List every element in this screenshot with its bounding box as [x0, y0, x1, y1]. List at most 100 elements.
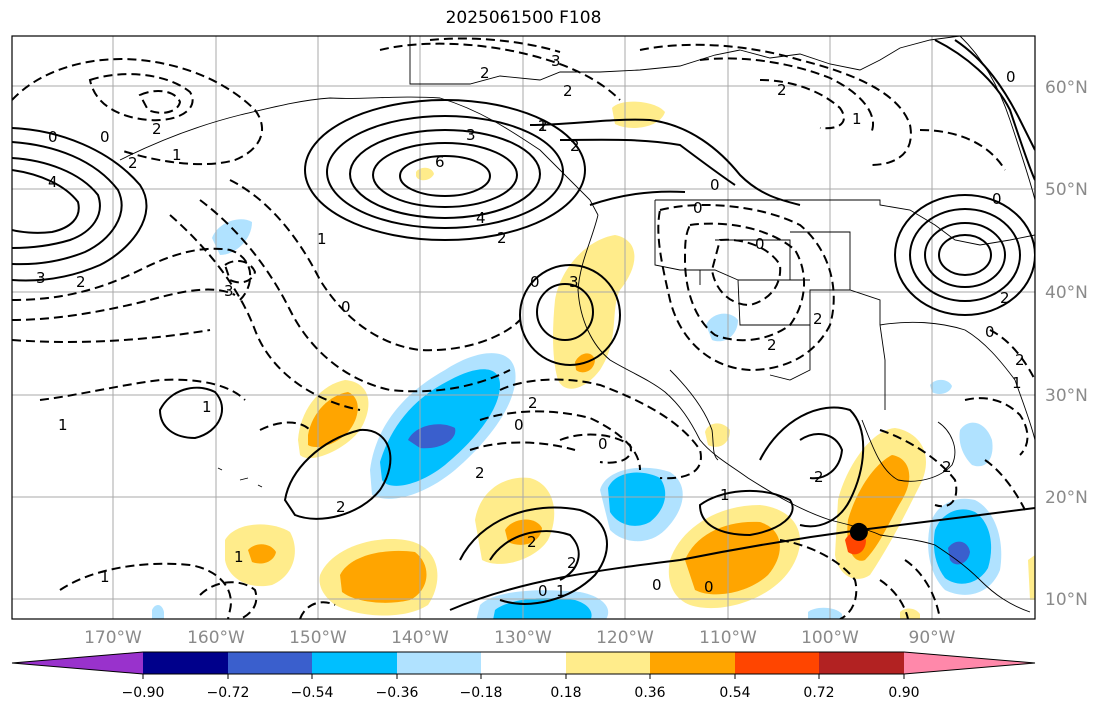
colorbar-tick-label: 0.18 — [550, 685, 581, 701]
colorbar-tick-label: −0.54 — [291, 685, 334, 701]
shaded-fields — [152, 101, 1035, 619]
contour-label: 0 — [693, 199, 703, 217]
lon-label: 120°W — [596, 628, 654, 648]
colorbar-left-extension — [12, 652, 143, 674]
lat-label: 40°N — [1045, 283, 1088, 303]
contour-label: 2 — [538, 117, 548, 135]
contour-label: 1 — [317, 230, 327, 248]
contour-label: 2 — [527, 533, 537, 551]
colorbar-segment — [566, 652, 650, 674]
colorbar-segment — [397, 652, 481, 674]
contour-label: 0 — [598, 435, 608, 453]
colorbar: −0.90 −0.72 −0.54 −0.36 −0.18 0.18 0.36 … — [11, 651, 1036, 701]
contour-label: 3 — [466, 126, 476, 144]
colorbar-right-extension — [904, 652, 1035, 674]
colorbar-tick-label: −0.90 — [122, 685, 165, 701]
lon-label: 150°W — [289, 628, 347, 648]
latitude-labels: 60°N 50°N 40°N 30°N 20°N 10°N — [1045, 78, 1088, 610]
contour-label: 2 — [1015, 351, 1025, 369]
colorbar-segment — [735, 652, 819, 674]
contour-label: 2 — [1000, 289, 1010, 307]
contour-label: 1 — [58, 416, 68, 434]
contour-label: 3 — [36, 269, 46, 287]
colorbar-tick-label: 0.54 — [719, 685, 750, 701]
colorbar-segment — [228, 652, 312, 674]
contour-label: 0 — [652, 576, 662, 594]
lon-label: 140°W — [391, 628, 449, 648]
contour-label: 0 — [538, 582, 548, 600]
contour-label: 1 — [202, 398, 212, 416]
contour-label: 0 — [1006, 68, 1016, 86]
colorbar-tick-label: −0.36 — [376, 685, 419, 701]
colorbar-tick-label: 0.72 — [803, 685, 834, 701]
lat-label: 20°N — [1045, 488, 1088, 508]
lat-label: 10°N — [1045, 590, 1088, 610]
colorbar-segment — [819, 652, 904, 674]
lon-label: 170°W — [84, 628, 142, 648]
contour-label: 0 — [755, 235, 765, 253]
contour-label: 3 — [224, 282, 234, 300]
contour-label: 1 — [852, 110, 862, 128]
dashed-contour-lines — [12, 37, 1035, 619]
lat-label: 50°N — [1045, 180, 1088, 200]
colorbar-tick-label: 0.90 — [888, 685, 919, 701]
contour-label: 2 — [475, 464, 485, 482]
contour-label: 2 — [767, 336, 777, 354]
contour-label: 2 — [76, 273, 86, 291]
contour-label: 0 — [48, 128, 58, 146]
contour-label: 1 — [538, 117, 548, 135]
contour-label: 0 — [704, 578, 714, 596]
lat-label: 60°N — [1045, 78, 1088, 98]
colorbar-tick-label: 0.36 — [634, 685, 665, 701]
contour-label: 4 — [476, 209, 486, 227]
lon-label: 110°W — [699, 628, 757, 648]
contour-label: 2 — [128, 154, 138, 172]
colorbar-tick-label: −0.18 — [460, 685, 503, 701]
map-title: 2025061500 F108 — [445, 8, 602, 28]
contour-label: 1 — [720, 486, 730, 504]
coastlines — [119, 36, 1035, 613]
contour-label: 2 — [567, 554, 577, 572]
contour-label: 1 — [1012, 374, 1022, 392]
longitude-labels: 170°W 160°W 150°W 140°W 130°W 120°W 110°… — [84, 628, 956, 648]
colorbar-ticks — [142, 674, 905, 679]
contour-lines — [12, 39, 1035, 611]
contour-label: 0 — [530, 273, 540, 291]
contour-label: 2 — [152, 120, 162, 138]
contour-label: 4 — [48, 173, 58, 191]
contour-labels: 0 4 3 2 2 1 0 2 1 3 3 2 2 2 1 6 3 4 2 2 … — [36, 52, 1025, 600]
contour-label: 0 — [514, 416, 524, 434]
contour-label: 0 — [985, 323, 995, 341]
contour-label: 1 — [556, 582, 566, 600]
colorbar-segment — [650, 652, 735, 674]
colorbar-segment — [143, 652, 228, 674]
colorbar-tick-label: −0.72 — [207, 685, 250, 701]
contour-label: 2 — [336, 498, 346, 516]
contour-label: 1 — [172, 146, 182, 164]
map-frame — [11, 35, 1036, 620]
storm-marker — [849, 522, 868, 541]
gridlines — [12, 36, 1035, 619]
contour-label: 2 — [814, 468, 824, 486]
lon-label: 160°W — [187, 628, 245, 648]
lon-label: 130°W — [494, 628, 552, 648]
contour-label: 1 — [234, 548, 244, 566]
contour-label: 3 — [551, 52, 561, 70]
lat-label: 30°N — [1045, 386, 1088, 406]
contour-label: 6 — [435, 153, 445, 171]
contour-label: 2 — [942, 458, 952, 476]
contour-label: 3 — [569, 273, 579, 291]
lon-label: 100°W — [801, 628, 859, 648]
colorbar-segment — [481, 652, 566, 674]
contour-label: 1 — [100, 568, 110, 586]
contour-label: 2 — [813, 310, 823, 328]
contour-label: 2 — [777, 81, 787, 99]
contour-label: 0 — [341, 298, 351, 316]
contour-label: 2 — [497, 229, 507, 247]
contour-label: 0 — [992, 190, 1002, 208]
contour-label: 2 — [570, 137, 580, 155]
contour-label: 0 — [100, 128, 110, 146]
contour-label: 2 — [480, 64, 490, 82]
colorbar-segment — [312, 652, 397, 674]
